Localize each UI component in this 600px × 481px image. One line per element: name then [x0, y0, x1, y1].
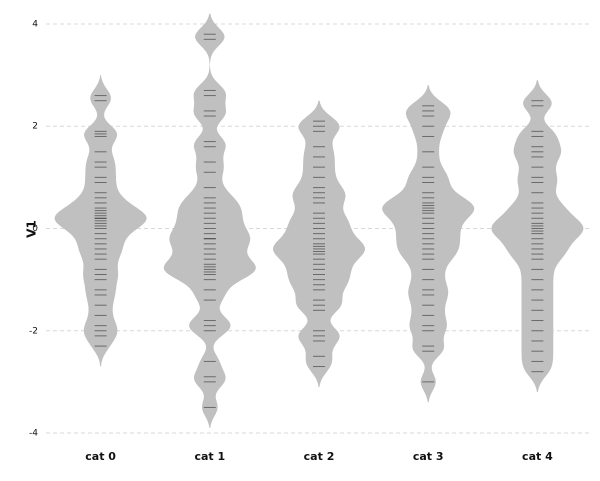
y-tick-label: 4 [32, 19, 38, 29]
y-tick-label: 0 [32, 224, 38, 234]
y-tick-label: -4 [29, 429, 38, 439]
bean [491, 80, 584, 393]
x-tick-label: cat 4 [522, 450, 553, 463]
y-tick-label: -2 [29, 326, 38, 336]
y-tick-label: 2 [32, 122, 38, 132]
x-tick-label: cat 1 [194, 450, 225, 463]
x-tick-label: cat 2 [304, 450, 335, 463]
y-axis-label: V1 [25, 220, 39, 238]
x-tick-label: cat 0 [85, 450, 116, 463]
x-tick-label: cat 3 [413, 450, 444, 463]
bean [163, 13, 256, 428]
